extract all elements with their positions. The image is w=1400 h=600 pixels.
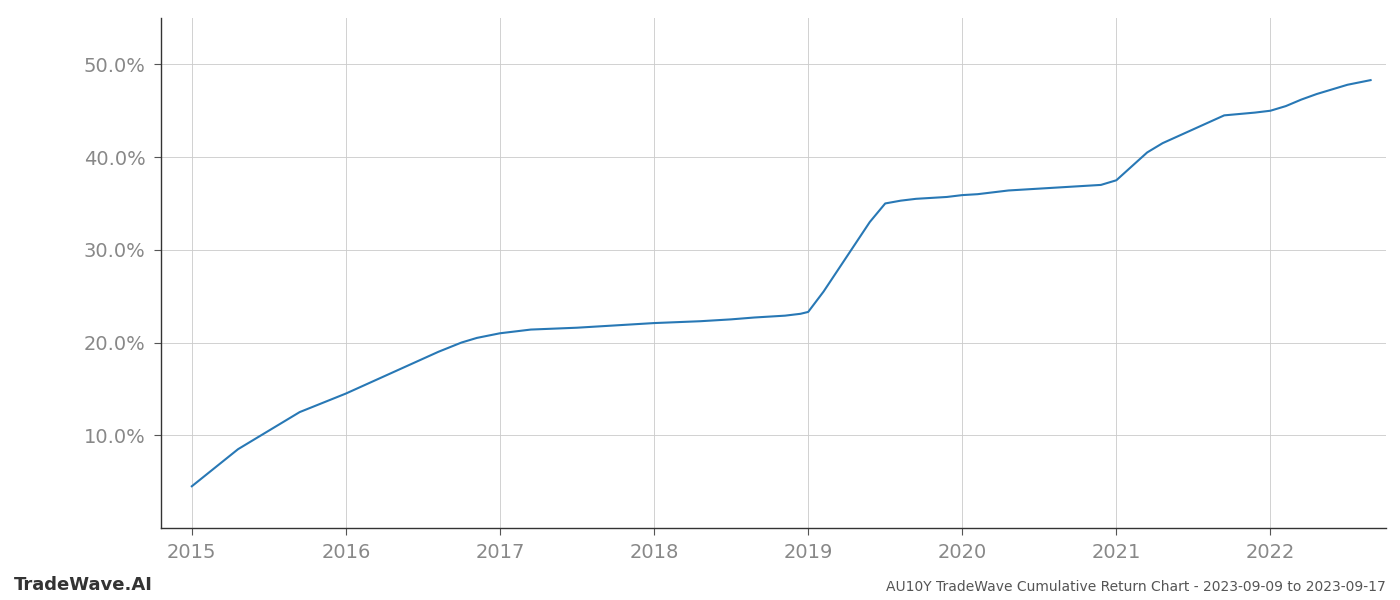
Text: TradeWave.AI: TradeWave.AI bbox=[14, 576, 153, 594]
Text: AU10Y TradeWave Cumulative Return Chart - 2023-09-09 to 2023-09-17: AU10Y TradeWave Cumulative Return Chart … bbox=[886, 580, 1386, 594]
